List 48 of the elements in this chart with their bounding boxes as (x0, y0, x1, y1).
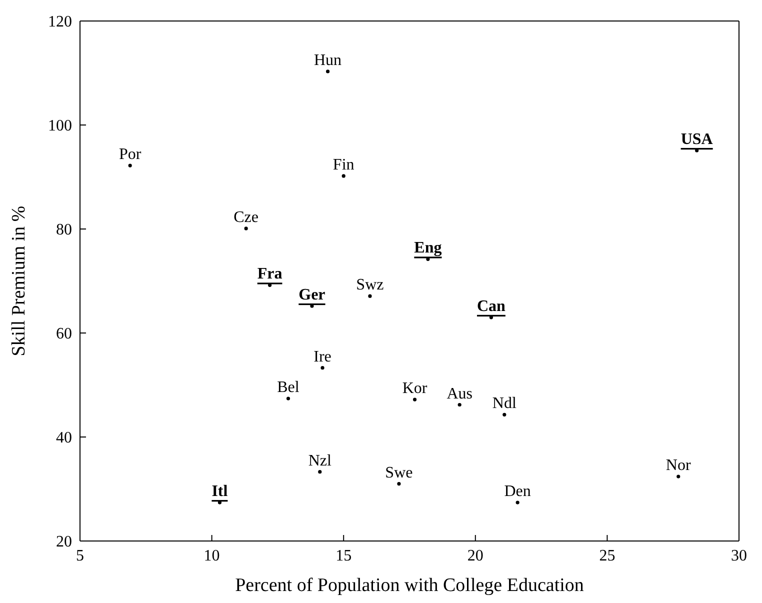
data-label: Fin (332, 156, 354, 174)
data-label: Swz (356, 276, 384, 294)
data-label: Bel (277, 379, 300, 396)
data-label: Nzl (308, 452, 332, 470)
point (326, 70, 330, 74)
data-label: Aus (446, 385, 472, 402)
x-tick-label: 5 (76, 547, 84, 564)
point (128, 164, 132, 168)
point (318, 470, 322, 474)
data-label: Can (476, 298, 506, 315)
data-label: Kor (402, 380, 428, 398)
point (342, 174, 346, 178)
data-label: USA (680, 130, 714, 148)
data-label: Nor (666, 457, 692, 474)
data-label: Fra (257, 266, 282, 283)
x-tick-label: 10 (204, 547, 220, 564)
y-tick-label: 60 (56, 326, 72, 343)
point (397, 482, 401, 486)
point (516, 500, 520, 504)
point (502, 412, 506, 416)
y-tick-label: 120 (48, 14, 72, 31)
data-label: Ire (314, 348, 332, 366)
data-label: Por (118, 146, 142, 164)
point (412, 398, 417, 402)
y-tick-label: 100 (48, 118, 72, 135)
point (676, 474, 680, 478)
data-label: Den (504, 483, 531, 500)
data-label: Cze (234, 208, 259, 226)
x-tick-label: 30 (731, 547, 747, 564)
data-label: Itl (212, 483, 228, 500)
y-tick-label: 40 (56, 430, 72, 447)
point (286, 396, 290, 400)
data-label: Swe (385, 464, 413, 482)
point (368, 294, 372, 298)
point (458, 402, 462, 407)
y-tick-label: 80 (56, 222, 72, 239)
point (244, 226, 248, 230)
data-label: Ger (298, 286, 326, 304)
x-axis-title: Percent of Population with College Education (235, 575, 584, 596)
x-tick-label: 25 (599, 547, 616, 564)
x-tick-label: 20 (467, 547, 484, 564)
data-label: Eng (414, 240, 442, 257)
y-axis-title: Skill Premium in % (8, 206, 30, 356)
y-tick-label: 20 (56, 534, 72, 551)
x-tick-label: 15 (336, 547, 352, 564)
point (320, 366, 324, 370)
data-label: Hun (314, 52, 342, 69)
data-label: Ndl (492, 395, 517, 412)
